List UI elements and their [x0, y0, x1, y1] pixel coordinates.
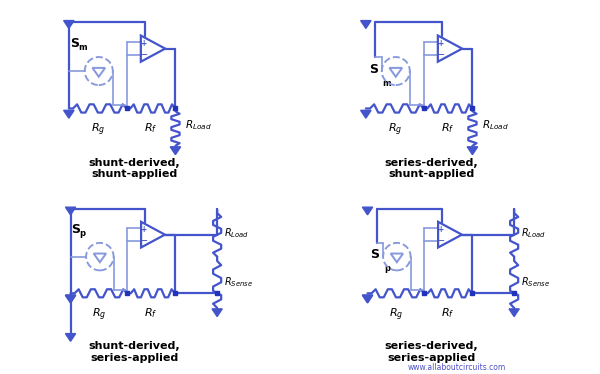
Text: $R_{Load}$: $R_{Load}$: [521, 226, 547, 240]
Text: −: −: [437, 236, 445, 245]
Text: series-derived,
shunt-applied: series-derived, shunt-applied: [385, 157, 478, 179]
Polygon shape: [361, 21, 371, 28]
Text: S: S: [369, 63, 378, 76]
Polygon shape: [509, 309, 519, 316]
Text: $R_f$: $R_f$: [442, 122, 455, 135]
Text: +: +: [438, 225, 444, 234]
Polygon shape: [467, 147, 478, 155]
Polygon shape: [65, 295, 76, 303]
Polygon shape: [362, 295, 373, 303]
Text: +: +: [437, 39, 444, 47]
Text: www.allaboutcircuits.com: www.allaboutcircuits.com: [408, 363, 506, 372]
Polygon shape: [361, 110, 371, 118]
Text: $R_g$: $R_g$: [91, 122, 105, 138]
Text: $R_g$: $R_g$: [389, 306, 403, 322]
Text: +: +: [140, 39, 147, 47]
Text: $R_{Load}$: $R_{Load}$: [224, 226, 250, 240]
Polygon shape: [64, 21, 74, 28]
Text: $R_g$: $R_g$: [92, 306, 106, 322]
Text: +: +: [141, 225, 147, 234]
Text: $R_f$: $R_f$: [145, 306, 158, 320]
Text: m: m: [383, 79, 391, 88]
Polygon shape: [170, 147, 181, 155]
Text: p: p: [80, 229, 86, 238]
Text: $R_{Sense}$: $R_{Sense}$: [521, 275, 551, 289]
Text: S: S: [70, 37, 79, 50]
Text: S: S: [370, 248, 379, 261]
Text: shunt-derived,
series-applied: shunt-derived, series-applied: [89, 341, 181, 363]
Text: shunt-derived,
shunt-applied: shunt-derived, shunt-applied: [88, 157, 180, 179]
Text: $R_{Load}$: $R_{Load}$: [482, 119, 509, 132]
Polygon shape: [362, 295, 373, 303]
Text: $R_f$: $R_f$: [145, 122, 158, 135]
Polygon shape: [64, 110, 74, 118]
Polygon shape: [362, 207, 373, 215]
Text: −: −: [140, 236, 148, 245]
Text: $R_g$: $R_g$: [388, 122, 402, 138]
Text: $R_{Sense}$: $R_{Sense}$: [224, 275, 254, 289]
Text: $R_{Load}$: $R_{Load}$: [185, 119, 212, 132]
Text: −: −: [140, 50, 147, 59]
Text: S: S: [71, 223, 80, 236]
Text: m: m: [78, 43, 87, 52]
Polygon shape: [65, 207, 76, 215]
Polygon shape: [65, 334, 76, 341]
Polygon shape: [65, 295, 76, 303]
Text: series-derived,
series-applied: series-derived, series-applied: [385, 341, 478, 363]
Polygon shape: [212, 309, 222, 316]
Text: $R_f$: $R_f$: [442, 306, 455, 320]
Text: p: p: [384, 264, 390, 273]
Text: −: −: [437, 50, 444, 59]
